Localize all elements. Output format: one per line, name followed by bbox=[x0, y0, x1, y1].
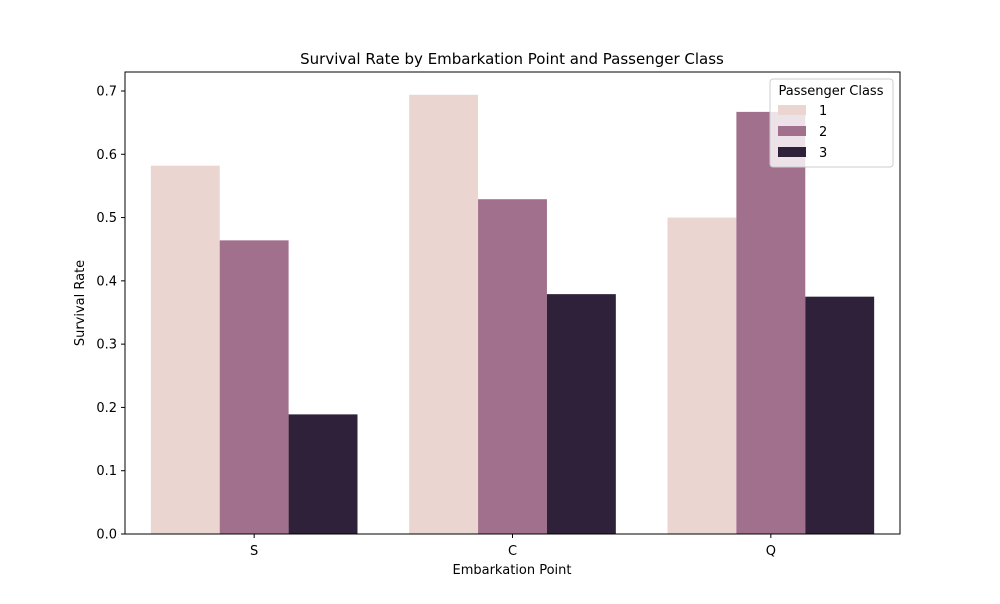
legend-swatch-class-1 bbox=[778, 105, 806, 115]
legend-swatch-class-2 bbox=[778, 126, 806, 136]
y-tick-label: 0.5 bbox=[96, 211, 117, 226]
x-tick-label-C: C bbox=[508, 544, 517, 559]
y-tick-label: 0.1 bbox=[96, 464, 117, 479]
bars-layer bbox=[150, 94, 875, 535]
y-tick-label: 0.3 bbox=[96, 338, 117, 353]
legend-label-class-1: 1 bbox=[819, 104, 827, 119]
x-tick-label-Q: Q bbox=[766, 544, 776, 559]
y-axis: 0.0 0.1 0.2 0.3 0.4 0.5 0.6 0.7 bbox=[96, 84, 125, 543]
legend: Passenger Class 1 2 3 bbox=[769, 78, 894, 168]
x-axis-label: Embarkation Point bbox=[452, 563, 571, 578]
bar-S-class-2 bbox=[219, 240, 289, 534]
y-tick-label: 0.0 bbox=[96, 528, 117, 543]
legend-box bbox=[769, 78, 894, 168]
legend-swatch-class-3 bbox=[778, 147, 806, 157]
legend-items: 1 2 3 bbox=[778, 104, 827, 161]
bar-C-class-3 bbox=[546, 294, 616, 534]
y-axis-label: Survival Rate bbox=[73, 260, 88, 346]
x-tick-label-S: S bbox=[250, 544, 258, 559]
y-tick-label: 0.7 bbox=[96, 84, 117, 99]
bar-C-class-2 bbox=[478, 199, 547, 534]
legend-label-class-3: 3 bbox=[819, 146, 827, 161]
legend-title: Passenger Class bbox=[779, 84, 884, 99]
bar-C-class-1 bbox=[409, 94, 479, 534]
chart-title: Survival Rate by Embarkation Point and P… bbox=[300, 50, 724, 68]
y-tick-label: 0.6 bbox=[96, 148, 117, 163]
y-tick-label: 0.2 bbox=[96, 401, 117, 416]
bar-Q-class-3 bbox=[805, 296, 875, 534]
bar-Q-class-1 bbox=[667, 217, 737, 534]
bar-Q-class-2 bbox=[736, 111, 806, 535]
bar-S-class-3 bbox=[288, 414, 358, 534]
legend-label-class-2: 2 bbox=[819, 125, 827, 140]
bar-S-class-1 bbox=[150, 165, 220, 534]
y-tick-label: 0.4 bbox=[96, 274, 117, 289]
